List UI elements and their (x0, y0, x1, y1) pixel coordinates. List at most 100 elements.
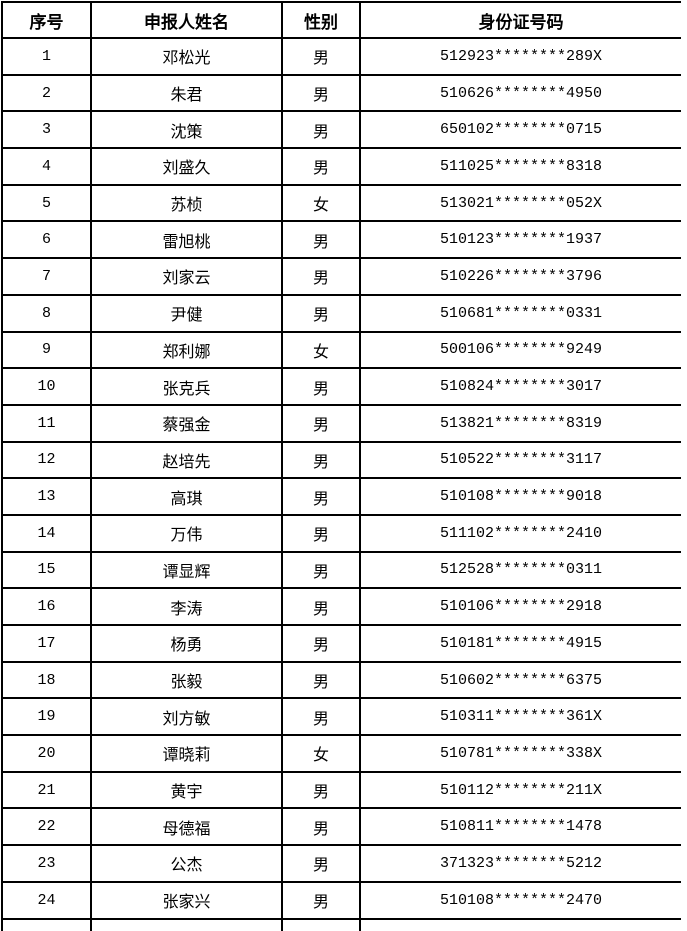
cell-seq: 11 (1, 403, 92, 443)
cell-name: 高琪 (90, 477, 283, 516)
cell-gender: 女 (281, 330, 361, 370)
cell-seq: 10 (1, 367, 92, 406)
cell-seq: 2 (1, 73, 92, 113)
table-row: 14 万伟 男 511102********2410 (1, 513, 681, 553)
cell-gender: 女 (281, 183, 361, 223)
cell-name: 刘家云 (90, 257, 283, 296)
cell-id-number: 510602********6375 (359, 660, 681, 700)
table-row: 20 谭晓莉 女 510781********338X (1, 734, 681, 773)
cell-gender: 男 (281, 37, 361, 76)
cell-name: 邓松光 (90, 37, 283, 76)
cell-seq: 20 (1, 734, 92, 773)
table-row: 7 刘家云 男 510226********3796 (1, 257, 681, 296)
cell-gender: 男 (281, 440, 361, 480)
cell-seq (1, 917, 92, 931)
cell-name: 谭显辉 (90, 550, 283, 590)
cell-gender: 男 (281, 587, 361, 626)
cell-seq: 5 (1, 183, 92, 223)
table-row: 24 张家兴 男 510108********2470 (1, 880, 681, 920)
cell-gender: 男 (281, 624, 361, 663)
table-row: 18 张毅 男 510602********6375 (1, 660, 681, 700)
table-row: 15 谭显辉 男 512528********0311 (1, 550, 681, 590)
cell-name: 苏桢 (90, 183, 283, 223)
cell-gender: 女 (281, 734, 361, 773)
cell-name: 蔡强金 (90, 403, 283, 443)
cell-seq: 1 (1, 37, 92, 76)
cell-name: 赵培先 (90, 440, 283, 480)
cell-name: 公杰 (90, 844, 283, 883)
cell-name: 郑利娜 (90, 330, 283, 370)
cell-seq: 21 (1, 770, 92, 810)
header-name: 申报人姓名 (90, 1, 283, 39)
cell-gender: 男 (281, 367, 361, 406)
header-id-number: 身份证号码 (359, 1, 681, 39)
cell-seq: 17 (1, 624, 92, 663)
cell-name: 朱君 (90, 73, 283, 113)
cell-id-number: 510108********2470 (359, 880, 681, 920)
table-row: 17 杨勇 男 510181********4915 (1, 624, 681, 663)
cell-gender: 男 (281, 770, 361, 810)
cell-name: 谭晓莉 (90, 734, 283, 773)
cell-gender: 男 (281, 293, 361, 333)
partial-row (1, 917, 681, 931)
roster-body: 1 邓松光 男 512923********289X 2 朱君 男 510626… (1, 37, 681, 931)
cell-gender: 男 (281, 880, 361, 920)
cell-gender: 男 (281, 550, 361, 590)
cell-name: 刘方敏 (90, 697, 283, 737)
cell-id-number: 511025********8318 (359, 147, 681, 186)
cell-name: 李涛 (90, 587, 283, 626)
cell-id-number: 500106********9249 (359, 330, 681, 370)
cell-seq: 6 (1, 220, 92, 260)
cell-seq: 4 (1, 147, 92, 186)
cell-seq: 24 (1, 880, 92, 920)
cell-name (90, 917, 283, 931)
table-row: 4 刘盛久 男 511025********8318 (1, 147, 681, 186)
table-row: 5 苏桢 女 513021********052X (1, 183, 681, 223)
cell-seq: 9 (1, 330, 92, 370)
cell-id-number: 510106********2918 (359, 587, 681, 626)
table-row: 8 尹健 男 510681********0331 (1, 293, 681, 333)
cell-id-number: 511102********2410 (359, 513, 681, 553)
cell-name: 尹健 (90, 293, 283, 333)
cell-gender: 男 (281, 477, 361, 516)
cell-gender: 男 (281, 73, 361, 113)
cell-id-number: 650102********0715 (359, 110, 681, 150)
cell-seq: 18 (1, 660, 92, 700)
cell-id-number (359, 917, 681, 931)
cell-name: 张毅 (90, 660, 283, 700)
cell-name: 张家兴 (90, 880, 283, 920)
cell-seq: 15 (1, 550, 92, 590)
cell-id-number: 510181********4915 (359, 624, 681, 663)
table-row: 16 李涛 男 510106********2918 (1, 587, 681, 626)
cell-gender: 男 (281, 147, 361, 186)
cell-name: 杨勇 (90, 624, 283, 663)
cell-seq: 14 (1, 513, 92, 553)
cell-name: 雷旭桃 (90, 220, 283, 260)
cell-seq: 8 (1, 293, 92, 333)
table-row: 10 张克兵 男 510824********3017 (1, 367, 681, 406)
cell-seq: 19 (1, 697, 92, 737)
cell-id-number: 510522********3117 (359, 440, 681, 480)
cell-seq: 3 (1, 110, 92, 150)
cell-id-number: 510626********4950 (359, 73, 681, 113)
cell-id-number: 510108********9018 (359, 477, 681, 516)
table-row: 12 赵培先 男 510522********3117 (1, 440, 681, 480)
cell-seq: 13 (1, 477, 92, 516)
cell-id-number: 510311********361X (359, 697, 681, 737)
cell-gender: 男 (281, 807, 361, 847)
cell-id-number: 510123********1937 (359, 220, 681, 260)
cell-gender: 男 (281, 513, 361, 553)
table-row: 23 公杰 男 371323********5212 (1, 844, 681, 883)
table-row: 6 雷旭桃 男 510123********1937 (1, 220, 681, 260)
cell-seq: 12 (1, 440, 92, 480)
table-row: 13 高琪 男 510108********9018 (1, 477, 681, 516)
table-row: 1 邓松光 男 512923********289X (1, 37, 681, 76)
cell-gender: 男 (281, 403, 361, 443)
cell-gender: 男 (281, 660, 361, 700)
cell-id-number: 513021********052X (359, 183, 681, 223)
table-row: 19 刘方敏 男 510311********361X (1, 697, 681, 737)
cell-name: 刘盛久 (90, 147, 283, 186)
table-row: 11 蔡强金 男 513821********8319 (1, 403, 681, 443)
